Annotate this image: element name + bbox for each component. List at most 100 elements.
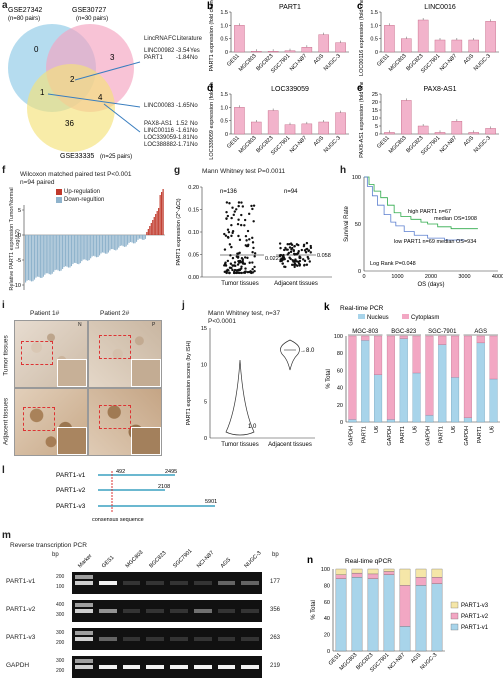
legend-label: PART1-v1	[461, 625, 489, 631]
scatter-point	[289, 250, 293, 254]
bar-part1-v3	[399, 568, 411, 586]
waterfall-bar	[132, 235, 135, 244]
y-tick-label: 25	[372, 92, 378, 98]
waterfall-bar	[30, 235, 33, 282]
scatter-point	[244, 234, 248, 238]
waterfall-bar	[109, 235, 111, 251]
scatter-point	[302, 244, 306, 248]
y-tick-label: -10	[13, 283, 21, 289]
venn-count: 0	[34, 45, 39, 54]
scatter-point	[243, 256, 247, 259]
gel-band	[98, 581, 117, 585]
scatter-point	[238, 238, 242, 242]
gel-row: PART1-v3 300 200 263	[0, 628, 300, 652]
waterfall-bar	[101, 235, 104, 253]
waterfall-bar	[122, 235, 124, 247]
bar-part1-v3	[335, 568, 347, 575]
y-tick-label: 1.5	[220, 10, 228, 16]
panel-label: i	[2, 300, 5, 311]
bp-label: bp	[272, 552, 279, 558]
bar-nucleus	[412, 372, 421, 423]
bar	[234, 107, 245, 135]
waterfall-bar	[42, 235, 44, 277]
scatter-point	[237, 201, 241, 204]
bar-nucleus	[348, 419, 357, 423]
gel-row-label: GAPDH	[6, 662, 30, 669]
chart-c: c LINC001600.51.01.5GES1MGC803BGC823SGC79…	[357, 0, 499, 76]
bar	[301, 47, 313, 53]
chart-d: d LOC33905900.51.01.5GES1MGC803BGC823SGC7…	[207, 82, 349, 160]
waterfall-bar	[27, 235, 30, 281]
y-tick-label: 0	[327, 649, 330, 655]
consensus-label: consensus sequence	[92, 517, 144, 523]
gel-band	[193, 609, 212, 613]
bar-part1-v1	[415, 585, 427, 652]
scatter-point	[252, 246, 255, 250]
gel-band	[122, 637, 141, 641]
scatter-point	[303, 259, 307, 263]
waterfall-bar	[63, 235, 65, 268]
waterfall-bar	[159, 195, 161, 235]
panel-label: f	[2, 165, 6, 176]
x-tick-label: NCI-N87	[289, 135, 308, 154]
scatter-point	[231, 268, 234, 272]
legend-swatch	[450, 623, 459, 631]
bar-part1-v2	[415, 577, 427, 586]
bar	[318, 121, 329, 135]
venn-set-3	[27, 64, 115, 152]
scatter-point	[252, 204, 256, 207]
bar	[417, 125, 429, 135]
scatter-point	[288, 243, 291, 246]
gel-row-label: PART1-v1	[6, 578, 36, 585]
chart-title: Real-time qPCR	[345, 558, 392, 565]
gel-band	[75, 603, 93, 607]
scatter-point	[303, 263, 306, 267]
bar-part1-v2	[431, 577, 443, 584]
bar-part1-v3	[367, 568, 379, 575]
scatter-point	[281, 262, 284, 265]
bar	[318, 34, 329, 53]
y-tick-label: 0	[204, 436, 207, 442]
scatter-point	[238, 271, 242, 275]
waterfall-bar	[75, 235, 77, 264]
gel-row: PART1-v2 400 300 356	[0, 600, 300, 624]
waterfall-bar	[50, 235, 52, 275]
y-tick-label: 5	[18, 208, 21, 214]
y-tick-label: 0.5	[370, 37, 378, 43]
venn-set-1-n: (n=80 pairs)	[8, 16, 40, 22]
chart-title: LOC339059	[271, 86, 309, 93]
waterfall-bar	[94, 235, 96, 257]
legend-cytoplasm: Cytoplasm	[411, 315, 439, 321]
x-tick-label: NUGC-3	[323, 53, 342, 72]
x-tick-label: MGC803	[388, 53, 408, 73]
waterfall-bar	[152, 220, 154, 235]
scatter-point	[237, 252, 240, 255]
band-size: 177	[270, 579, 281, 585]
waterfall-bar	[70, 235, 73, 267]
x-tick-label: Adjacent tissues	[274, 281, 318, 287]
scatter-point	[223, 232, 226, 236]
waterfall-bar	[48, 235, 50, 275]
scatter-point	[244, 267, 247, 270]
bar-cytoplasm	[361, 335, 370, 341]
scatter-point	[251, 207, 254, 211]
scatter-point	[295, 243, 299, 246]
x-tick-label: 0	[362, 274, 365, 280]
legend-label: PART1-v3	[461, 603, 489, 609]
legend-swatch	[402, 314, 409, 319]
table-row: LINC00116 -1.61 No	[144, 128, 198, 134]
scatter-point	[230, 234, 233, 238]
scatter-point	[283, 248, 286, 252]
scatter-point	[235, 208, 238, 211]
bar-part1-v2	[367, 573, 379, 579]
x-tick-label: AGS	[463, 53, 476, 66]
y-axis-label: PART1 expression scores (by ISH)	[186, 340, 192, 425]
bar	[468, 39, 479, 53]
waterfall-bar	[90, 235, 92, 259]
bar	[434, 39, 446, 53]
y-tick-label: 0	[375, 132, 378, 138]
waterfall-bar	[88, 235, 90, 261]
lincrna-table: LincRNA FC Literature	[144, 36, 202, 42]
scatter-point	[223, 270, 226, 274]
scatter-point	[290, 263, 294, 267]
